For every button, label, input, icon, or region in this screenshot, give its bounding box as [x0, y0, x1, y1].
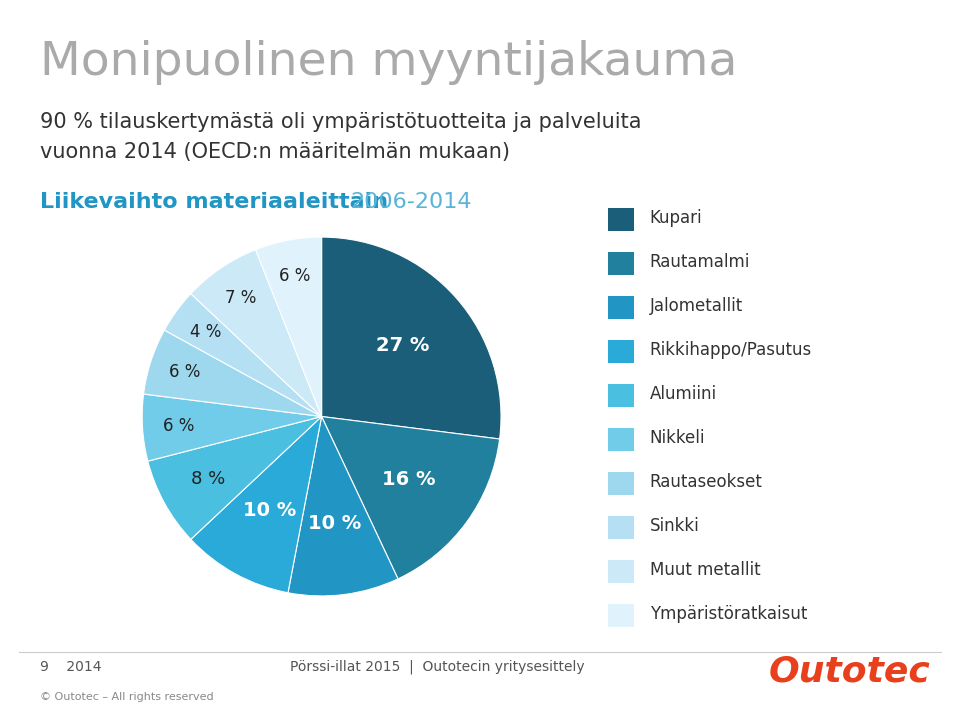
Text: Rikkihappo/Pasutus: Rikkihappo/Pasutus	[650, 340, 812, 359]
Text: Ympäristöratkaisut: Ympäristöratkaisut	[650, 604, 807, 622]
Text: 27 %: 27 %	[375, 336, 429, 355]
Wedge shape	[191, 250, 322, 417]
Text: vuonna 2014 (OECD:n määritelmän mukaan): vuonna 2014 (OECD:n määritelmän mukaan)	[40, 142, 510, 162]
Wedge shape	[288, 417, 398, 596]
Text: 7 %: 7 %	[226, 289, 256, 307]
Text: 6 %: 6 %	[279, 266, 310, 285]
Text: 16 %: 16 %	[382, 471, 436, 489]
Text: 6 %: 6 %	[162, 417, 194, 434]
Text: Outotec: Outotec	[768, 655, 930, 689]
FancyBboxPatch shape	[609, 384, 635, 407]
Text: 6 %: 6 %	[169, 363, 201, 381]
Text: Alumiini: Alumiini	[650, 384, 717, 402]
Text: © Outotec – All rights reserved: © Outotec – All rights reserved	[40, 692, 214, 702]
FancyBboxPatch shape	[609, 252, 635, 275]
FancyBboxPatch shape	[609, 340, 635, 363]
Text: Rautamalmi: Rautamalmi	[650, 253, 750, 271]
Text: Rautaseokset: Rautaseokset	[650, 473, 762, 491]
Wedge shape	[148, 417, 322, 540]
Text: Liikevaihto materiaaleittain: Liikevaihto materiaaleittain	[40, 192, 396, 212]
Text: 10 %: 10 %	[243, 501, 297, 520]
Wedge shape	[322, 417, 499, 579]
FancyBboxPatch shape	[609, 604, 635, 627]
Wedge shape	[255, 237, 322, 417]
FancyBboxPatch shape	[609, 472, 635, 495]
Wedge shape	[322, 237, 501, 439]
Text: 2006-2014: 2006-2014	[350, 192, 471, 212]
FancyBboxPatch shape	[609, 428, 635, 451]
Text: Kupari: Kupari	[650, 209, 703, 226]
Text: 9    2014: 9 2014	[40, 660, 102, 674]
Wedge shape	[144, 330, 322, 417]
Text: 90 % tilauskertymästä oli ympäristötuotteita ja palveluita: 90 % tilauskertymästä oli ympäristötuott…	[40, 112, 641, 132]
FancyBboxPatch shape	[609, 515, 635, 539]
Text: 8 %: 8 %	[191, 470, 226, 488]
FancyBboxPatch shape	[609, 560, 635, 583]
Wedge shape	[191, 417, 322, 593]
Wedge shape	[164, 293, 322, 417]
FancyBboxPatch shape	[609, 295, 635, 319]
Text: Monipuolinen myyntijakauma: Monipuolinen myyntijakauma	[40, 40, 737, 85]
Text: 4 %: 4 %	[190, 323, 221, 341]
Text: Pörssi-illat 2015  |  Outotecin yritysesittely: Pörssi-illat 2015 | Outotecin yritysesit…	[290, 660, 585, 674]
Text: Nikkeli: Nikkeli	[650, 429, 706, 446]
Text: Sinkki: Sinkki	[650, 517, 700, 535]
Wedge shape	[142, 394, 322, 461]
Text: 10 %: 10 %	[308, 514, 362, 533]
FancyBboxPatch shape	[609, 208, 635, 231]
Text: Muut metallit: Muut metallit	[650, 560, 760, 579]
Text: Jalometallit: Jalometallit	[650, 297, 743, 315]
